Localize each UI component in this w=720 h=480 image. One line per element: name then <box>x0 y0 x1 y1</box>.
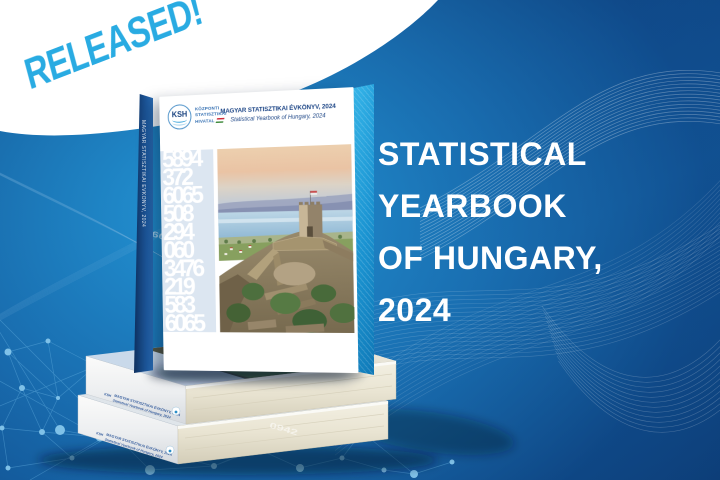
ghost-digits: 6065 <box>150 230 180 247</box>
headline-line-1: STATISTICAL <box>378 136 587 172</box>
headline-line-2: YEARBOOK <box>378 188 567 224</box>
stacked-spine-ksh: KSH <box>96 431 105 437</box>
headline: STATISTICAL YEARBOOK OF HUNGARY, 2024 <box>378 128 603 336</box>
headline-line-4: 2024 <box>378 292 452 328</box>
stack-ground-shadow <box>38 445 438 475</box>
released-ribbon-blob <box>0 0 438 136</box>
stacked-spine-ksh: KSH <box>104 392 113 398</box>
headline-line-3: OF HUNGARY, <box>378 240 603 276</box>
standing-book-shadow <box>148 366 364 383</box>
